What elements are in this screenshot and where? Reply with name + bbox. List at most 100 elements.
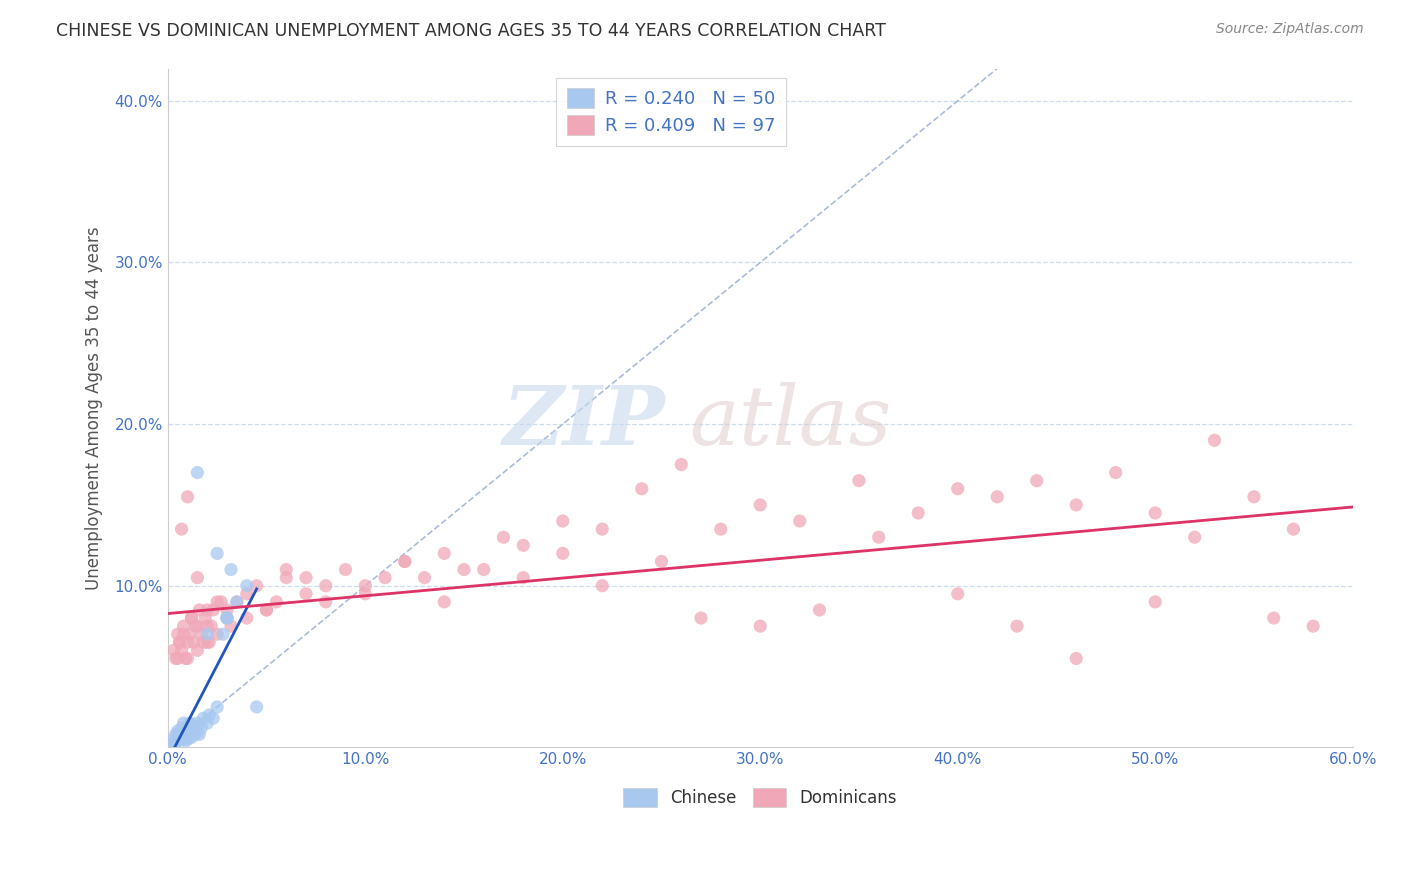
Point — [195, 603, 218, 617]
Point — [202, 603, 225, 617]
Point — [205, 700, 228, 714]
Point — [170, 522, 193, 536]
Point — [215, 611, 238, 625]
Point — [749, 619, 772, 633]
Point — [174, 651, 197, 665]
Point — [1144, 506, 1167, 520]
Point — [186, 643, 208, 657]
Point — [166, 627, 188, 641]
Point — [179, 627, 201, 641]
Point — [551, 514, 574, 528]
Point — [165, 651, 187, 665]
Point — [186, 619, 208, 633]
Point — [219, 619, 242, 633]
Point — [205, 546, 228, 560]
Point — [671, 458, 693, 472]
Point — [183, 727, 205, 741]
Point — [166, 724, 188, 739]
Point — [907, 506, 929, 520]
Point — [170, 643, 193, 657]
Point — [184, 619, 207, 633]
Point — [190, 721, 212, 735]
Point — [174, 731, 197, 745]
Point — [186, 571, 208, 585]
Point — [246, 579, 269, 593]
Point — [173, 627, 195, 641]
Point — [160, 737, 183, 751]
Point — [163, 643, 186, 657]
Point — [184, 724, 207, 739]
Point — [166, 734, 188, 748]
Point — [276, 563, 298, 577]
Point — [180, 723, 202, 737]
Point — [492, 530, 515, 544]
Point — [193, 635, 215, 649]
Point — [188, 603, 211, 617]
Point — [176, 732, 198, 747]
Point — [394, 554, 416, 568]
Point — [1064, 651, 1087, 665]
Point — [236, 587, 259, 601]
Point — [209, 595, 232, 609]
Point — [198, 708, 221, 723]
Point — [183, 717, 205, 731]
Point — [1263, 611, 1285, 625]
Point — [174, 734, 197, 748]
Point — [165, 727, 187, 741]
Point — [188, 727, 211, 741]
Point — [180, 731, 202, 745]
Point — [512, 571, 534, 585]
Point — [1105, 466, 1128, 480]
Point — [551, 546, 574, 560]
Point — [789, 514, 811, 528]
Point — [1204, 434, 1226, 448]
Point — [195, 635, 218, 649]
Point — [166, 732, 188, 747]
Point — [170, 732, 193, 747]
Point — [1282, 522, 1305, 536]
Y-axis label: Unemployment Among Ages 35 to 44 years: Unemployment Among Ages 35 to 44 years — [86, 226, 103, 590]
Point — [1064, 498, 1087, 512]
Point — [315, 595, 337, 609]
Point — [868, 530, 890, 544]
Point — [205, 627, 228, 641]
Legend: Chinese, Dominicans: Chinese, Dominicans — [617, 781, 904, 814]
Point — [174, 724, 197, 739]
Point — [650, 554, 672, 568]
Point — [169, 635, 191, 649]
Point — [1302, 619, 1324, 633]
Point — [394, 554, 416, 568]
Point — [176, 731, 198, 745]
Point — [215, 611, 238, 625]
Point — [986, 490, 1008, 504]
Text: atlas: atlas — [689, 382, 891, 461]
Point — [276, 571, 298, 585]
Point — [946, 482, 969, 496]
Point — [219, 563, 242, 577]
Point — [453, 563, 475, 577]
Point — [200, 619, 222, 633]
Point — [374, 571, 396, 585]
Point — [335, 563, 357, 577]
Point — [225, 595, 247, 609]
Point — [266, 595, 288, 609]
Point — [176, 721, 198, 735]
Point — [295, 571, 318, 585]
Point — [946, 587, 969, 601]
Point — [169, 727, 191, 741]
Point — [433, 595, 456, 609]
Text: CHINESE VS DOMINICAN UNEMPLOYMENT AMONG AGES 35 TO 44 YEARS CORRELATION CHART: CHINESE VS DOMINICAN UNEMPLOYMENT AMONG … — [56, 22, 886, 40]
Point — [472, 563, 495, 577]
Point — [163, 737, 186, 751]
Point — [173, 729, 195, 743]
Point — [749, 498, 772, 512]
Point — [202, 711, 225, 725]
Point — [198, 635, 221, 649]
Point — [179, 729, 201, 743]
Point — [354, 587, 377, 601]
Point — [710, 522, 733, 536]
Point — [176, 490, 198, 504]
Point — [173, 727, 195, 741]
Point — [256, 603, 278, 617]
Point — [176, 635, 198, 649]
